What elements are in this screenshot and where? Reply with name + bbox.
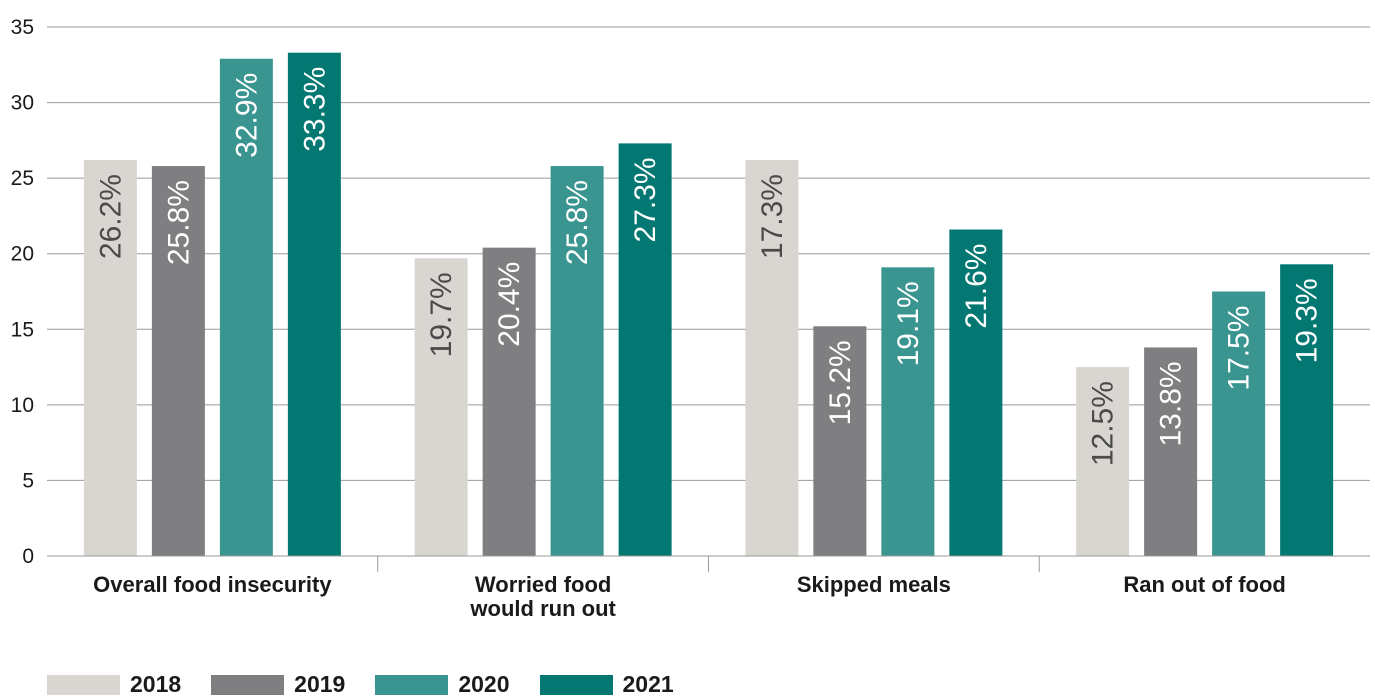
data-label: 19.3%: [1291, 278, 1324, 363]
x-category-label: Skipped meals: [797, 572, 951, 597]
data-label: 20.4%: [493, 262, 526, 347]
bar: [287, 52, 341, 557]
y-tick-label: 35: [11, 16, 34, 39]
data-label: 19.1%: [892, 281, 925, 366]
data-label: 13.8%: [1155, 361, 1188, 446]
bar: [949, 229, 1003, 556]
data-label: 17.3%: [756, 174, 789, 259]
data-label: 27.3%: [629, 157, 662, 242]
y-axis-tick-labels: 0 5 10 15 20 25 30 35: [11, 16, 34, 568]
legend-swatch: [375, 674, 449, 695]
legend-item: 2019: [211, 671, 345, 698]
bar: [1076, 367, 1130, 556]
legend-label: 2020: [458, 671, 510, 697]
x-category-label: would run out: [469, 596, 616, 621]
legend-item: 2021: [539, 671, 674, 698]
data-label: 26.2%: [94, 174, 127, 259]
bar: [1212, 291, 1266, 556]
y-tick-label: 20: [11, 243, 34, 266]
legend-label: 2021: [622, 671, 674, 697]
bar: [881, 267, 935, 556]
legend-item: 2018: [47, 671, 181, 698]
legend-label: 2019: [294, 671, 346, 697]
x-axis: Overall food insecurity Worried foodwould…: [47, 555, 1370, 621]
bar: [1144, 347, 1198, 556]
bar: [1280, 264, 1334, 556]
data-label: 12.5%: [1087, 381, 1120, 466]
data-label: 25.8%: [162, 180, 195, 265]
legend-swatch: [539, 674, 613, 695]
x-category-label: Worried food: [475, 572, 611, 597]
y-tick-label: 5: [22, 469, 34, 492]
bar: [83, 160, 137, 556]
bar: [745, 160, 799, 556]
data-label: 25.8%: [561, 180, 594, 265]
data-label: 21.6%: [960, 244, 993, 329]
bars: 26.2% 25.8% 32.9% 33.3% 19.7% 20.4% 25.8% 27.3%…: [83, 52, 1334, 557]
legend-swatch: [47, 674, 120, 695]
data-label: 17.5%: [1223, 306, 1256, 391]
bar: [813, 326, 867, 556]
y-tick-label: 10: [11, 394, 34, 417]
legend: 2018 2019 2020 2021: [47, 671, 704, 698]
y-tick-label: 25: [11, 167, 34, 190]
y-tick-label: 15: [11, 318, 34, 341]
data-label: 33.3%: [298, 67, 331, 152]
bar: [482, 247, 536, 556]
data-label: 19.7%: [425, 272, 458, 357]
bar: [550, 166, 604, 556]
bar: [219, 58, 273, 557]
legend-item: 2020: [375, 671, 510, 698]
y-tick-label: 0: [22, 545, 34, 568]
bar: [151, 166, 205, 556]
legend-label: 2018: [130, 671, 182, 697]
data-label: 32.9%: [230, 73, 263, 158]
data-label: 15.2%: [824, 340, 857, 425]
y-tick-label: 30: [11, 92, 34, 115]
legend-swatch: [211, 674, 285, 695]
bar: [414, 258, 468, 556]
x-category-label: Ran out of food: [1123, 572, 1286, 597]
bar: [618, 143, 672, 556]
x-category-label: Overall food insecurity: [93, 572, 332, 597]
